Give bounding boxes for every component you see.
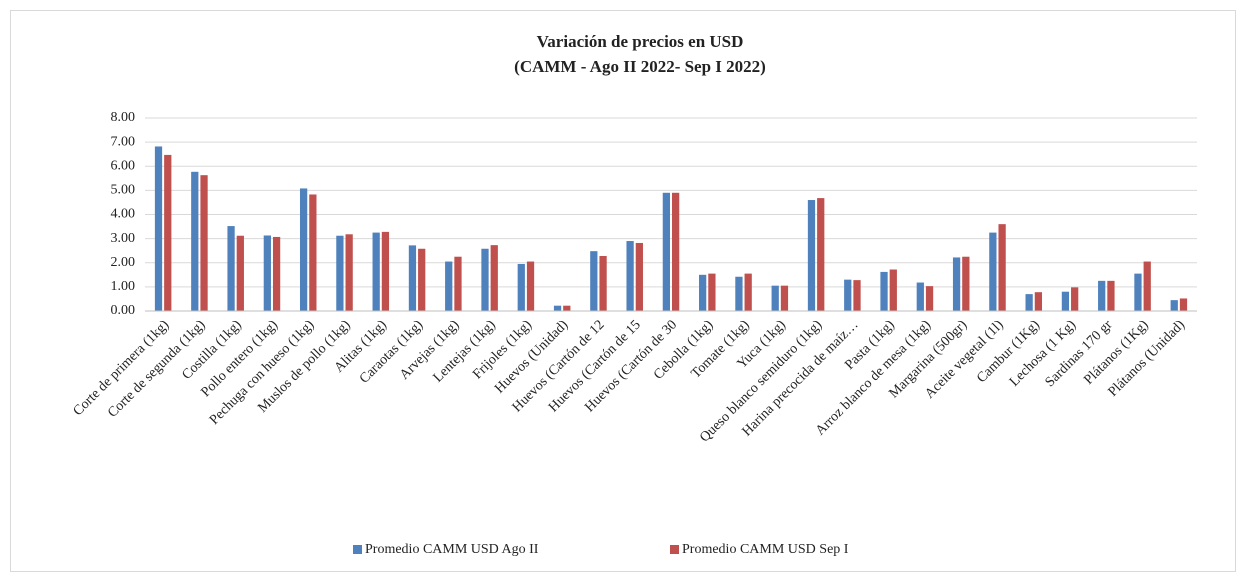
bar (336, 235, 344, 311)
bar (590, 251, 598, 311)
y-tick-label: 2.00 (111, 255, 136, 270)
legend-swatch (670, 545, 679, 554)
bar (735, 276, 743, 311)
bar (517, 263, 525, 311)
bar (200, 175, 208, 311)
bar (889, 269, 897, 311)
bar (744, 273, 752, 311)
legend-swatch (353, 545, 362, 554)
bar (599, 255, 607, 311)
bar (381, 231, 390, 311)
bar (699, 274, 707, 311)
y-tick-label: 7.00 (111, 134, 136, 149)
bar (662, 192, 670, 311)
bar (1071, 287, 1079, 311)
bar (236, 235, 244, 311)
y-tick-label: 8.00 (111, 110, 136, 125)
bar (490, 245, 498, 311)
bar (408, 245, 417, 311)
bar (998, 224, 1006, 311)
bar (526, 261, 535, 311)
bar (626, 241, 634, 311)
bar (553, 305, 562, 311)
bar (272, 236, 281, 311)
bar (844, 279, 852, 311)
bar (1098, 280, 1106, 311)
legend-label: Promedio CAMM USD Sep I (682, 542, 849, 557)
y-tick-label: 4.00 (111, 207, 136, 222)
bar (817, 198, 825, 311)
bar (563, 305, 571, 311)
bar (807, 200, 816, 311)
bar (1025, 294, 1033, 311)
bar (1134, 273, 1142, 311)
bar (299, 188, 308, 311)
bar (309, 194, 317, 311)
bar (635, 242, 643, 311)
bar (345, 234, 353, 311)
bar (780, 285, 789, 311)
bar (1143, 261, 1151, 311)
bar (227, 226, 235, 311)
bar (263, 235, 271, 311)
chart-title: Variación de precios en USD (537, 32, 744, 51)
bar (925, 286, 934, 311)
bar (418, 248, 426, 311)
bar (708, 273, 716, 311)
chart-subtitle: (CAMM - Ago II 2022- Sep I 2022) (514, 57, 766, 76)
bar (454, 256, 462, 311)
bar (962, 256, 970, 311)
bar (880, 271, 888, 311)
bar (771, 285, 779, 311)
chart-frame (10, 10, 1236, 572)
bar (191, 171, 199, 311)
y-tick-label: 1.00 (111, 279, 136, 294)
bar (1034, 292, 1043, 311)
bar (853, 280, 861, 311)
bar (989, 232, 997, 311)
bar (481, 248, 489, 311)
bar (372, 232, 380, 311)
bar (952, 257, 961, 311)
bar (672, 192, 680, 311)
bar (1107, 280, 1115, 311)
bar (916, 282, 924, 311)
y-tick-label: 0.00 (111, 303, 136, 318)
y-tick-label: 3.00 (111, 231, 136, 246)
y-tick-label: 6.00 (111, 158, 136, 173)
y-tick-label: 5.00 (111, 183, 136, 198)
bar (1061, 291, 1070, 311)
bar (445, 261, 453, 311)
bar (1179, 298, 1188, 311)
bar (1170, 300, 1178, 311)
bar (164, 154, 172, 311)
bar (154, 146, 163, 311)
legend-label: Promedio CAMM USD Ago II (365, 542, 539, 557)
